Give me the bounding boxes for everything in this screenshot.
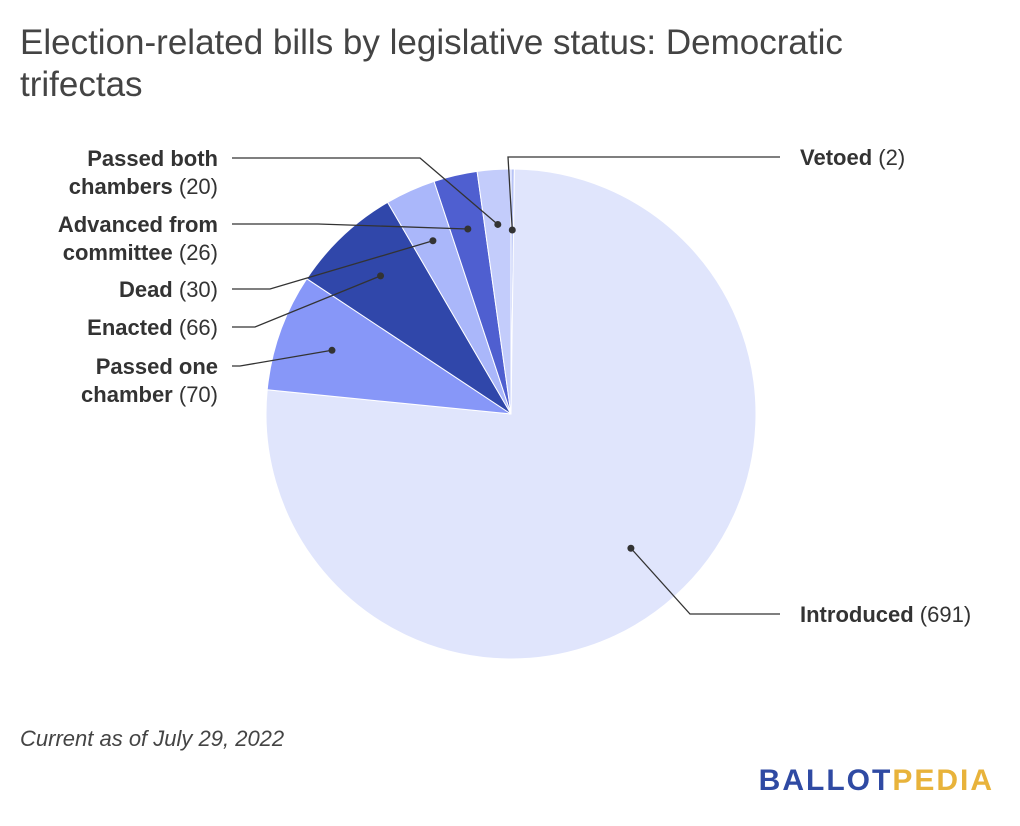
logo-part-pedia: PEDIA — [892, 764, 994, 797]
slice-label: committee (26) — [63, 240, 218, 265]
leader-dot — [377, 272, 385, 280]
leader-dot — [494, 220, 502, 228]
slice-label: chambers (20) — [69, 174, 218, 199]
leader-dot — [328, 346, 336, 354]
slice-value: (26) — [173, 240, 218, 265]
leader-dot — [508, 226, 516, 234]
slice-label: Dead (30) — [119, 277, 218, 302]
pie-slice-passed-both-chambers — [476, 168, 512, 415]
slice-label: Passed both — [87, 146, 218, 171]
leader-line — [232, 223, 468, 230]
slice-value: (66) — [173, 315, 218, 340]
leader-dot — [464, 225, 472, 233]
slice-value: (20) — [173, 174, 218, 199]
slice-value: (30) — [173, 277, 218, 302]
leader-dot — [429, 237, 437, 245]
slice-value: (691) — [914, 602, 971, 627]
leader-line — [232, 240, 434, 290]
ballotpedia-logo: BALLOTPEDIA — [759, 764, 994, 798]
leader-line — [232, 275, 381, 328]
slice-value: (2) — [872, 145, 905, 170]
slice-label: Vetoed (2) — [800, 145, 905, 170]
chart-title: Election-related bills by legislative st… — [20, 23, 843, 104]
logo-part-ballot: BALLOT — [758, 764, 893, 797]
slice-label: Introduced (691) — [800, 602, 971, 627]
slice-label: chamber (70) — [81, 382, 218, 407]
slice-label: Passed one — [96, 354, 218, 379]
footnote: Current as of July 29, 2022 — [20, 726, 285, 751]
leader-line — [232, 157, 499, 225]
pie-slice-passed-one-chamber — [266, 278, 512, 415]
pie-slice-enacted — [306, 201, 512, 415]
slice-value: (70) — [173, 382, 218, 407]
leader-line — [630, 547, 780, 615]
leader-dot — [627, 544, 635, 552]
slice-label: Advanced from — [58, 212, 218, 237]
leader-line — [507, 156, 780, 231]
slice-label: Enacted (66) — [87, 315, 218, 340]
leader-line — [232, 349, 333, 367]
